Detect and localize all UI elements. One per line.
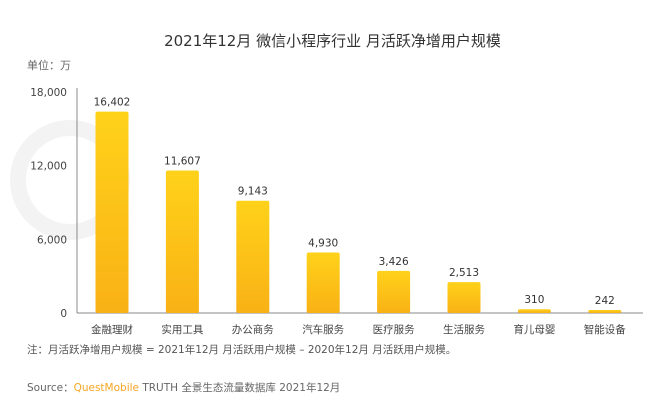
unit-label: 单位：万 (27, 59, 71, 72)
x-tick-label: 育儿母婴 (513, 323, 555, 336)
footnote: 注：月活跃净增用户规模 = 2021年12月 月活跃用户规模 – 2020年12… (27, 344, 457, 356)
y-tick-label: 6,000 (37, 234, 67, 246)
source-text: TRUTH 全景生态流量数据库 2021年12月 (139, 382, 341, 394)
x-tick-label: 金融理财 (91, 323, 133, 336)
data-label: 9,143 (238, 186, 268, 198)
source-label: Source： (27, 382, 74, 394)
x-tick-label: 医疗服务 (373, 323, 415, 336)
bar-办公商务 (236, 200, 270, 313)
data-label: 11,607 (164, 155, 201, 167)
x-tick-label: 实用工具 (161, 323, 203, 336)
bar-医疗服务 (377, 270, 411, 313)
x-tick-label: 办公商务 (232, 323, 274, 336)
data-label: 242 (595, 295, 615, 307)
x-tick-label: 智能设备 (584, 323, 626, 336)
x-tick-label: 生活服务 (443, 323, 485, 336)
data-label: 310 (524, 294, 544, 306)
source-brand: QuestMobile (73, 382, 139, 394)
data-label: 16,402 (94, 97, 131, 109)
y-tick-label: 0 (60, 308, 67, 320)
source-line: Source：QuestMobile TRUTH 全景生态流量数据库 2021年… (27, 380, 340, 395)
y-tick-label: 18,000 (30, 87, 67, 99)
bar-金融理财 (95, 111, 129, 313)
bar-育儿母婴 (517, 309, 551, 313)
bar-汽车服务 (306, 252, 340, 313)
y-tick-label: 12,000 (30, 161, 67, 173)
bar-实用工具 (165, 170, 199, 313)
data-label: 4,930 (308, 237, 338, 249)
bar-智能设备 (588, 310, 622, 313)
data-label: 2,513 (449, 267, 479, 279)
data-label: 3,426 (379, 256, 409, 268)
bar-生活服务 (447, 282, 481, 313)
x-tick-label: 汽车服务 (302, 323, 344, 336)
chart-title: 2021年12月 微信小程序行业 月活跃净增用户规模 (164, 32, 501, 50)
